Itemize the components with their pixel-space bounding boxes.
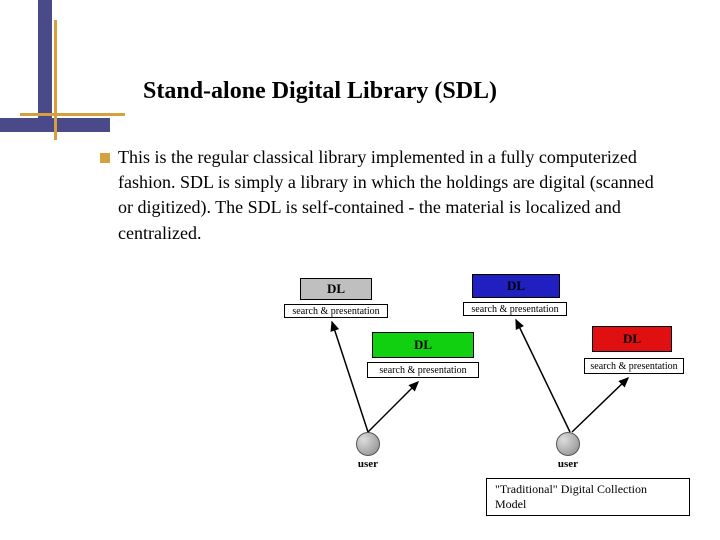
user-icon (556, 432, 580, 456)
dl-box-blue: DL (472, 274, 560, 298)
decor-horizontal-thin (20, 113, 125, 116)
bullet-marker (100, 153, 110, 163)
user-icon (356, 432, 380, 456)
user-label: user (556, 458, 580, 470)
sp-box-red: search & presentation (584, 358, 684, 374)
sp-box-blue: search & presentation (463, 302, 567, 316)
user-label: user (356, 458, 380, 470)
user-node-right: user (556, 432, 580, 470)
sp-box-green: search & presentation (367, 362, 479, 378)
sp-box-gray: search & presentation (284, 304, 388, 318)
diagram-container: DL DL DL DL search & presentation search… (260, 270, 690, 530)
dl-box-red: DL (592, 326, 672, 352)
page-title: Stand-alone Digital Library (SDL) (143, 78, 497, 105)
decor-vertical-thin (54, 20, 57, 140)
diagram-caption: "Traditional" Digital Collection Model (486, 478, 690, 516)
dl-box-gray: DL (300, 278, 372, 300)
body-paragraph: This is the regular classical library im… (118, 145, 658, 246)
dl-box-green: DL (372, 332, 474, 358)
user-node-left: user (356, 432, 380, 470)
